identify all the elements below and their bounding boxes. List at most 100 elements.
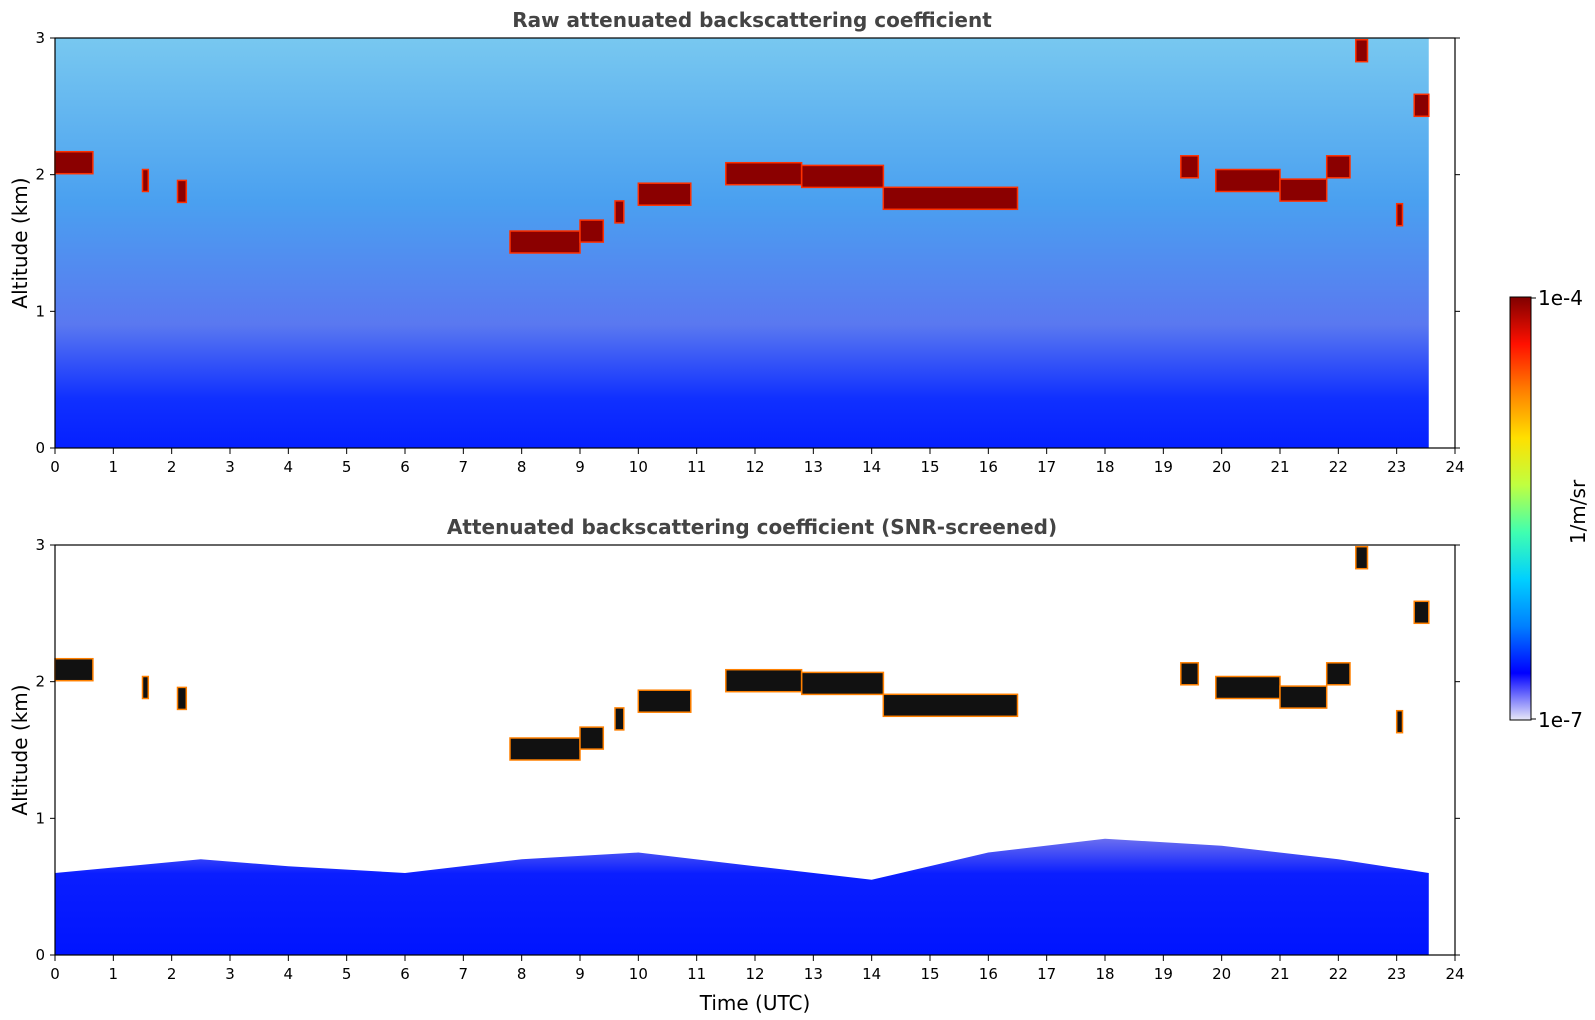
- panel-screened-xlabel: Time (UTC): [699, 991, 811, 1015]
- cloud-layer: [614, 707, 625, 731]
- x-tick-label: 14: [862, 965, 881, 983]
- cloud-layer: [725, 668, 803, 693]
- y-tick-label: 3: [35, 536, 45, 554]
- panel-raw-y-axis: 0 1 2 3: [35, 29, 1460, 457]
- x-tick-label: 18: [1095, 458, 1114, 476]
- x-tick-label: 22: [1329, 965, 1348, 983]
- panel-screened-y-axis: 0 1 2 3: [35, 536, 1460, 964]
- cloud-layer: [141, 168, 150, 193]
- x-tick-label: 17: [1037, 458, 1056, 476]
- cloud-layer: [1215, 168, 1281, 193]
- x-tick-label: 19: [1154, 965, 1173, 983]
- cloud-layer: [176, 179, 188, 204]
- cloud-layer: [141, 675, 150, 700]
- x-tick-label: 10: [629, 965, 648, 983]
- y-tick-label: 0: [35, 946, 45, 964]
- x-tick-label: 0: [50, 965, 60, 983]
- x-tick-label: 15: [920, 965, 939, 983]
- cloud-layer: [1413, 93, 1430, 118]
- x-tick-label: 6: [400, 458, 410, 476]
- cloud-layer: [800, 164, 885, 189]
- y-tick-label: 2: [35, 673, 45, 691]
- colorbar-scale: [1509, 296, 1532, 721]
- x-tick-label: 21: [1270, 458, 1289, 476]
- x-tick-label: 19: [1154, 458, 1173, 476]
- panel-screened-plot-area: [54, 545, 1430, 955]
- x-tick-label: 3: [225, 458, 235, 476]
- x-tick-label: 1: [109, 965, 119, 983]
- cloud-layer: [1180, 155, 1200, 179]
- y-tick-label: 3: [35, 29, 45, 47]
- cloud-layer: [614, 200, 625, 224]
- x-tick-label: 16: [979, 965, 998, 983]
- cloud-layer: [509, 737, 581, 761]
- colorbar-min-label: 1e-7: [1538, 708, 1583, 732]
- y-tick-label: 0: [35, 439, 45, 457]
- x-tick-label: 4: [284, 965, 294, 983]
- cloud-layer: [1279, 178, 1328, 202]
- x-tick-label: 8: [517, 965, 527, 983]
- x-tick-label: 5: [342, 965, 352, 983]
- x-tick-label: 17: [1037, 965, 1056, 983]
- cloud-layer: [54, 150, 94, 175]
- y-tick-label: 1: [35, 302, 45, 320]
- x-tick-label: 11: [687, 458, 706, 476]
- colorbar-max-label: 1e-4: [1538, 286, 1583, 310]
- cloud-layer: [1395, 709, 1404, 734]
- x-tick-label: 23: [1387, 965, 1406, 983]
- x-tick-label: 15: [920, 458, 939, 476]
- cloud-layer: [1325, 155, 1351, 179]
- cloud-layer: [1180, 662, 1200, 686]
- cloud-layer: [54, 657, 94, 682]
- x-tick-label: 12: [745, 965, 764, 983]
- x-tick-label: 10: [629, 458, 648, 476]
- cloud-layer: [1395, 202, 1404, 227]
- x-tick-label: 22: [1329, 458, 1348, 476]
- colorbar: 1e-4 1e-7 1/m/sr: [1509, 286, 1590, 732]
- cloud-layer: [882, 693, 1019, 718]
- x-tick-label: 7: [459, 458, 469, 476]
- panel-screened-title: Attenuated backscattering coefficient (S…: [447, 515, 1057, 539]
- x-tick-label: 12: [745, 458, 764, 476]
- x-tick-label: 20: [1212, 458, 1231, 476]
- x-tick-label: 11: [687, 965, 706, 983]
- x-tick-label: 2: [167, 965, 177, 983]
- panel-screened-ylabel: Altitude (km): [8, 684, 32, 815]
- x-tick-label: 24: [1445, 965, 1464, 983]
- y-tick-label: 1: [35, 809, 45, 827]
- x-tick-label: 13: [804, 965, 823, 983]
- y-tick-label: 2: [35, 166, 45, 184]
- cloud-layer: [1325, 662, 1351, 686]
- panel-raw-x-axis: 0 1 2 3 4 5 6 7 8 9 10 11 12 13 14 15 16 17 18 19 20 21 22 23 24: [50, 448, 1465, 476]
- x-tick-label: 14: [862, 458, 881, 476]
- cloud-layer: [1413, 600, 1430, 625]
- x-tick-label: 5: [342, 458, 352, 476]
- panel-raw-ylabel: Altitude (km): [8, 177, 32, 308]
- x-tick-label: 9: [575, 965, 585, 983]
- x-tick-label: 21: [1270, 965, 1289, 983]
- raw-signal-field: [55, 38, 1429, 448]
- x-tick-label: 3: [225, 965, 235, 983]
- x-tick-label: 9: [575, 458, 585, 476]
- x-tick-label: 20: [1212, 965, 1231, 983]
- cloud-layer: [882, 186, 1019, 211]
- cloud-layer: [579, 219, 605, 243]
- x-tick-label: 4: [284, 458, 294, 476]
- x-tick-label: 1: [109, 458, 119, 476]
- x-tick-label: 6: [400, 965, 410, 983]
- x-tick-label: 7: [459, 965, 469, 983]
- cloud-layer: [1215, 675, 1281, 700]
- x-tick-label: 2: [167, 458, 177, 476]
- colorbar-unit-label: 1/m/sr: [1566, 479, 1590, 544]
- x-tick-label: 13: [804, 458, 823, 476]
- cloud-layer: [579, 726, 605, 750]
- cloud-layer: [800, 671, 885, 696]
- panel-raw: Raw attenuated backscattering coefficien…: [8, 8, 1465, 476]
- cloud-layer: [1355, 545, 1369, 570]
- panel-screened: Attenuated backscattering coefficient (S…: [8, 515, 1465, 1015]
- panel-screened-x-axis: 0 1 2 3 4 5 6 7 8 9 10 11 12 13 14 15 16 17 18 19 20 21 22 23 24: [50, 955, 1465, 983]
- x-tick-label: 23: [1387, 458, 1406, 476]
- x-tick-label: 0: [50, 458, 60, 476]
- cloud-layer: [1279, 685, 1328, 709]
